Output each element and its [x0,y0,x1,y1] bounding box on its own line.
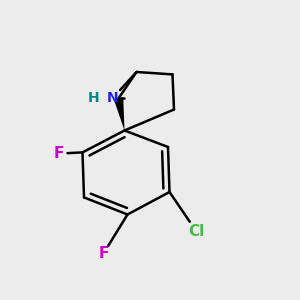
Text: N: N [107,92,118,105]
Polygon shape [114,98,124,130]
Text: H: H [88,92,99,105]
Text: Cl: Cl [188,224,205,239]
Text: F: F [53,146,64,161]
Text: F: F [98,246,109,261]
